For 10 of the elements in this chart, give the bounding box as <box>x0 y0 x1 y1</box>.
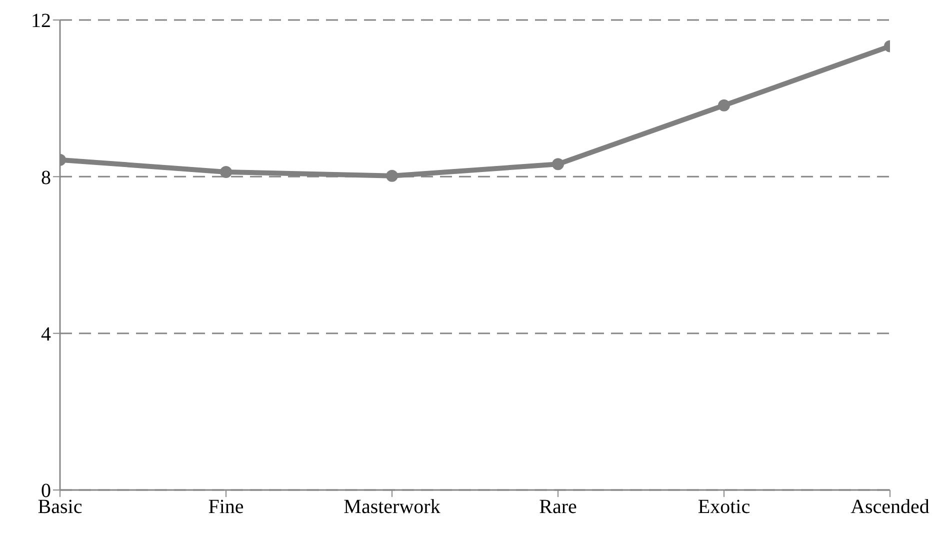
point <box>552 158 564 170</box>
y-tick-label: 8 <box>41 166 51 189</box>
y-tick-label: 12 <box>31 10 51 32</box>
x-tick-label: Rare <box>539 496 577 518</box>
x-tick-label: Exotic <box>698 496 750 518</box>
x-tick-label: Ascended <box>850 496 930 518</box>
x-tick-label: Masterwork <box>344 496 440 518</box>
y-tick-label: 4 <box>41 323 51 346</box>
point <box>386 170 398 182</box>
x-tick-label: Fine <box>208 496 244 518</box>
